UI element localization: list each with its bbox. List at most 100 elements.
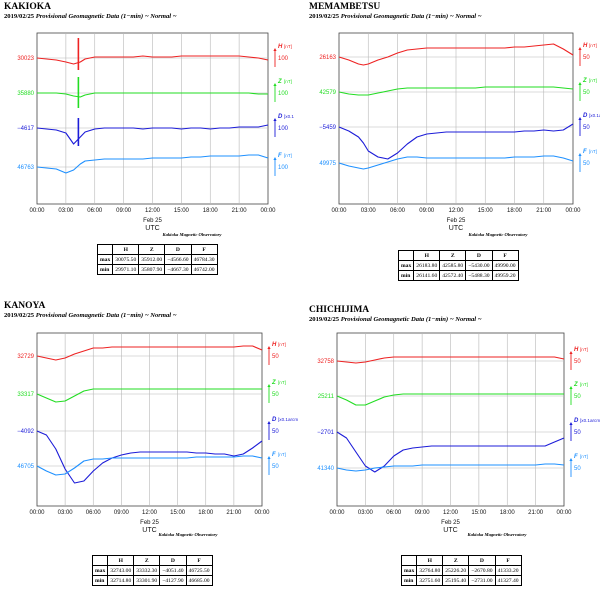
chichijima-right-unit-H: [nT]: [580, 347, 588, 352]
memambetsu-right-unit-H: [nT]: [589, 43, 597, 48]
kanoya-x-tick: 18:00: [198, 510, 214, 516]
kanoya-right-label-H: H: [272, 342, 277, 348]
kakioka-left-value-H: 30023: [17, 56, 34, 62]
table-row: max 26183.80 42585.80 −5430.00 49990.00: [397, 260, 519, 271]
subtitle-text: Provisional Geomagnetic Data (1−min) ~ N…: [341, 316, 482, 323]
kanoya-series-F: [36, 455, 263, 476]
chichijima-right-unit-Z: [nT]: [580, 382, 588, 387]
chichijima-left-value-F: 41340: [317, 466, 334, 472]
row-label: min: [96, 264, 114, 275]
kanoya-x-tick: 15:00: [170, 510, 186, 516]
kanoya-series-H: [36, 345, 263, 361]
memambetsu-scale-arrow-Z: [578, 82, 582, 85]
memambetsu-x-tick: 03:00: [361, 208, 377, 214]
table-cell: −4566.60: [164, 254, 192, 265]
table-corner: [400, 555, 418, 566]
table-cell: 26141.60: [413, 270, 441, 281]
memambetsu-subtitle: 2019/02/25 Provisional Geomagnetic Data …: [309, 13, 482, 20]
memambetsu-series-H: [338, 43, 574, 66]
kakioka-x-tick: 00:00: [260, 208, 276, 214]
memambetsu-x-tick: 06:00: [390, 208, 406, 214]
kakioka-series-Z: [37, 92, 268, 98]
table-header: F: [494, 555, 522, 566]
kanoya-x-tick: 12:00: [142, 510, 158, 516]
memambetsu-station-title: MEMAMBETSU: [309, 2, 380, 12]
table-cell: 30075.50: [112, 254, 140, 265]
memambetsu-series-D: [338, 123, 574, 160]
table-row: max 32743.00 33332.30 −4051.40 46725.50: [91, 565, 213, 576]
table-corner: [96, 244, 114, 255]
kakioka-x-tick: 21:00: [232, 208, 248, 214]
kanoya-x-tick: 06:00: [86, 510, 102, 516]
subtitle-date: 2019/02/25: [309, 13, 341, 20]
chichijima-scale-arrow-H: [569, 351, 573, 354]
table-cell: −4127.90: [159, 575, 187, 586]
chichijima-x-tick: 12:00: [443, 510, 459, 516]
table-cell: 46685.00: [185, 575, 213, 586]
kakioka-series-H: [36, 55, 269, 65]
table-header: H: [413, 250, 441, 261]
kakioka-scale-arrow-F: [273, 157, 277, 160]
kanoya-station-title: KANOYA: [4, 301, 45, 311]
memambetsu-x-label: UTC: [449, 225, 463, 232]
memambetsu-right-label-F: F: [583, 149, 587, 155]
chichijima-subtitle: 2019/02/25 Provisional Geomagnetic Data …: [309, 316, 482, 323]
table-cell: 49990.00: [491, 260, 519, 271]
kanoya-right-scale-D: 50: [272, 429, 279, 435]
kanoya-right-unit-D: [x0.1arcm: [278, 417, 298, 422]
chichijima-x-tick: 15:00: [471, 510, 487, 516]
kanoya-right-label-F: F: [272, 452, 276, 458]
memambetsu-scale-arrow-D: [578, 117, 582, 120]
table-cell: 32743.00: [107, 565, 135, 576]
kanoya-scale-arrow-H: [267, 346, 271, 349]
memambetsu-observatory-credit: Kakioka Magnetic Observatory: [468, 232, 529, 237]
kakioka-series-F: [36, 154, 269, 174]
table-corner: [397, 250, 415, 261]
kakioka-station-title: KAKIOKA: [4, 2, 51, 12]
row-label: max: [400, 565, 418, 576]
memambetsu-left-value-H: 26163: [319, 55, 336, 61]
chichijima-right-unit-D: [x0.1arcm: [580, 418, 600, 423]
kakioka-right-scale-D: 100: [278, 126, 289, 132]
chichijima-x-tick: 06:00: [386, 510, 402, 516]
chichijima-left-value-D: −2701: [317, 430, 335, 436]
kakioka-x-tick: 03:00: [58, 208, 74, 214]
chichijima-left-value-Z: 25211: [318, 394, 335, 400]
table-header: Z: [439, 250, 467, 261]
kakioka-x-tick: 06:00: [87, 208, 103, 214]
kakioka-x-tick: 00:00: [29, 208, 45, 214]
kakioka-scale-arrow-Z: [273, 83, 277, 86]
table-header: H: [107, 555, 135, 566]
row-label: max: [96, 254, 114, 265]
kakioka-right-unit-D: [x0.1: [284, 114, 294, 119]
kanoya-scale-arrow-Z: [267, 384, 271, 387]
chichijima-right-label-H: H: [574, 347, 579, 353]
table-cell: 33332.30: [133, 565, 161, 576]
memambetsu-x-date: Feb 25: [447, 218, 466, 224]
kanoya-series-D: [36, 430, 263, 484]
memambetsu-right-scale-H: 50: [583, 55, 590, 61]
chichijima-station-title: CHICHIJIMA: [309, 305, 369, 315]
kakioka-left-value-F: 46763: [17, 165, 34, 171]
kakioka-left-value-D: −4617: [17, 126, 35, 132]
chichijima-x-tick: 21:00: [528, 510, 544, 516]
table-cell: 35807.90: [138, 264, 166, 275]
chichijima-x-tick: 18:00: [500, 510, 516, 516]
table-header: D: [468, 555, 496, 566]
table-row: max 32764.80 25226.20 −2670.80 41333.20: [400, 565, 522, 576]
table-header: F: [190, 244, 218, 255]
memambetsu-x-tick: 18:00: [507, 208, 523, 214]
kanoya-x-date: Feb 25: [140, 520, 159, 526]
chichijima-right-unit-F: [nT]: [580, 454, 588, 459]
kanoya-left-value-F: 46705: [17, 464, 34, 470]
kakioka-subtitle: 2019/02/25 Provisional Geomagnetic Data …: [4, 13, 177, 20]
kanoya-scale-arrow-D: [267, 421, 271, 424]
subtitle-text: Provisional Geomagnetic Data (1−min) ~ N…: [36, 312, 177, 319]
table-row: max 30075.50 35912.00 −4566.60 46784.30: [96, 254, 218, 265]
kanoya-right-scale-H: 50: [272, 354, 279, 360]
chichijima-right-label-Z: Z: [573, 382, 578, 388]
